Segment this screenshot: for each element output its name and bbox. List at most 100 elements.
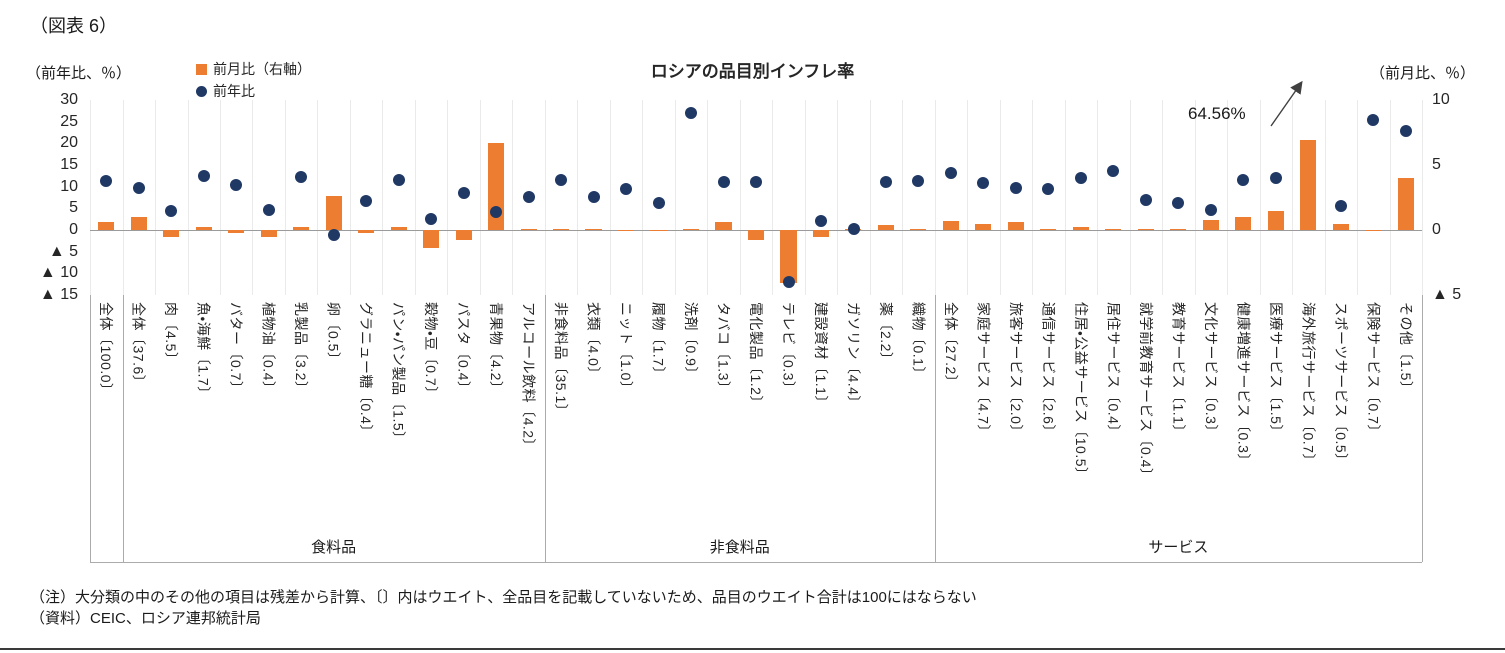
bar-mom bbox=[715, 222, 732, 230]
category-label: 非食料品〔35.1〕 bbox=[553, 302, 570, 419]
bar-mom bbox=[1397, 178, 1414, 230]
bar-mom bbox=[1332, 223, 1349, 230]
bar-mom bbox=[163, 230, 180, 237]
dot-yoy bbox=[652, 197, 665, 210]
category-label: 肉〔4.5〕 bbox=[163, 302, 180, 367]
bar-mom bbox=[553, 228, 570, 230]
gridline bbox=[349, 100, 351, 295]
gridline bbox=[707, 100, 709, 295]
dot-yoy bbox=[912, 175, 925, 187]
annotation-value: 64.56% bbox=[1188, 104, 1246, 123]
dot-yoy bbox=[360, 195, 373, 207]
dot-yoy bbox=[1367, 113, 1380, 126]
right-axis-tick: 5 bbox=[1432, 156, 1441, 173]
bar-mom bbox=[1365, 230, 1382, 232]
category-label: 医療サービス〔1.5〕 bbox=[1267, 302, 1284, 439]
category-label: 通信サービス〔2.6〕 bbox=[1040, 302, 1057, 439]
dot-yoy bbox=[522, 191, 535, 204]
left-axis-tick: 15 bbox=[60, 156, 78, 173]
dot-yoy bbox=[425, 213, 438, 226]
legend: 前月比（右軸） 前年比 bbox=[196, 58, 311, 102]
left-axis-tick: 10 bbox=[60, 177, 78, 195]
bar-mom bbox=[98, 222, 115, 230]
legend-item-yoy: 前年比 bbox=[196, 80, 311, 102]
dot-yoy bbox=[847, 222, 860, 235]
bar-mom bbox=[1040, 228, 1057, 230]
dot-yoy bbox=[1204, 204, 1217, 217]
bar-mom bbox=[1170, 228, 1187, 230]
dot-yoy bbox=[1334, 200, 1347, 213]
bar-mom bbox=[228, 230, 245, 233]
left-axis-tick: 25 bbox=[60, 112, 78, 130]
gridline bbox=[1162, 100, 1164, 295]
dot-yoy bbox=[587, 191, 600, 204]
dot-yoy bbox=[944, 166, 957, 179]
category-label: 卵〔0.5〕 bbox=[325, 302, 342, 367]
bar-mom bbox=[1137, 228, 1154, 230]
bar-mom bbox=[617, 230, 635, 232]
category-label: テレビ〔0.3〕 bbox=[780, 302, 797, 396]
bar-mom bbox=[1235, 217, 1252, 230]
category-label: 家庭サービス〔4.7〕 bbox=[975, 302, 992, 439]
dot-yoy bbox=[782, 276, 795, 288]
group-separator-line bbox=[1422, 295, 1423, 562]
left-axis-tick: 5 bbox=[69, 199, 78, 217]
gridline bbox=[1357, 100, 1358, 295]
dot-yoy bbox=[1009, 182, 1022, 194]
left-axis-tick: ▲ 10 bbox=[39, 264, 78, 282]
gridline bbox=[772, 100, 774, 295]
bar-mom bbox=[942, 220, 959, 230]
category-label: スポーツサービス〔0.5〕 bbox=[1332, 302, 1349, 468]
category-label: 住居・公益サービス〔10.5〕 bbox=[1072, 302, 1089, 482]
dot-yoy bbox=[197, 169, 210, 182]
dot-yoy bbox=[100, 175, 113, 187]
dot-yoy bbox=[620, 182, 632, 195]
dot-yoy bbox=[815, 214, 827, 227]
gridline bbox=[869, 100, 871, 295]
dot-yoy bbox=[392, 174, 405, 187]
gridline bbox=[609, 100, 611, 295]
group-label: サービス bbox=[1148, 539, 1209, 556]
group-separator-line bbox=[544, 295, 546, 562]
bar-mom bbox=[390, 227, 407, 230]
dot-yoy bbox=[1139, 194, 1152, 207]
gridline bbox=[284, 100, 286, 295]
bar-mom bbox=[195, 227, 212, 230]
dot-yoy bbox=[262, 204, 275, 217]
gridline bbox=[1064, 100, 1066, 295]
bar-mom bbox=[877, 224, 894, 230]
gridline bbox=[1227, 100, 1229, 295]
category-label: 全体〔100.0〕 bbox=[98, 302, 115, 398]
bar-mom bbox=[910, 228, 927, 230]
category-label: 健康増進サービス〔0.3〕 bbox=[1235, 302, 1252, 468]
bar-mom bbox=[585, 228, 602, 230]
gridline bbox=[999, 100, 1001, 295]
right-axis-tick: 0 bbox=[1432, 221, 1441, 238]
dot-yoy bbox=[1074, 172, 1087, 184]
gridline bbox=[90, 100, 91, 295]
dot-yoy bbox=[1172, 197, 1185, 210]
left-axis-tick: 30 bbox=[60, 91, 78, 108]
category-label: 青果物〔4.2〕 bbox=[488, 302, 505, 396]
bar-mom bbox=[130, 217, 147, 230]
category-axis-bottom-line bbox=[90, 562, 1422, 563]
bar-mom bbox=[975, 223, 992, 230]
gridline bbox=[414, 100, 416, 295]
category-label: 電化製品〔1.2〕 bbox=[748, 302, 764, 410]
legend-item-mom: 前月比（右軸） bbox=[196, 58, 311, 80]
bar-mom bbox=[1300, 140, 1317, 230]
right-axis-tick: 10 bbox=[1432, 91, 1450, 108]
gridline bbox=[512, 100, 514, 295]
bar-mom bbox=[650, 230, 667, 232]
bar-mom bbox=[747, 230, 765, 241]
gridline bbox=[1194, 100, 1196, 295]
source-text: （資料）CEIC、ロシア連邦統計局 bbox=[30, 610, 261, 627]
left-axis-tick: 20 bbox=[60, 134, 78, 152]
figure-number: （図表 6） bbox=[30, 16, 118, 36]
category-label: 旅客サービス〔2.0〕 bbox=[1007, 302, 1024, 439]
dot-yoy bbox=[490, 205, 503, 218]
category-label: 就学前教育サービス〔0.4〕 bbox=[1137, 302, 1154, 483]
dot-yoy bbox=[750, 175, 762, 188]
dot-yoy bbox=[1042, 182, 1055, 195]
